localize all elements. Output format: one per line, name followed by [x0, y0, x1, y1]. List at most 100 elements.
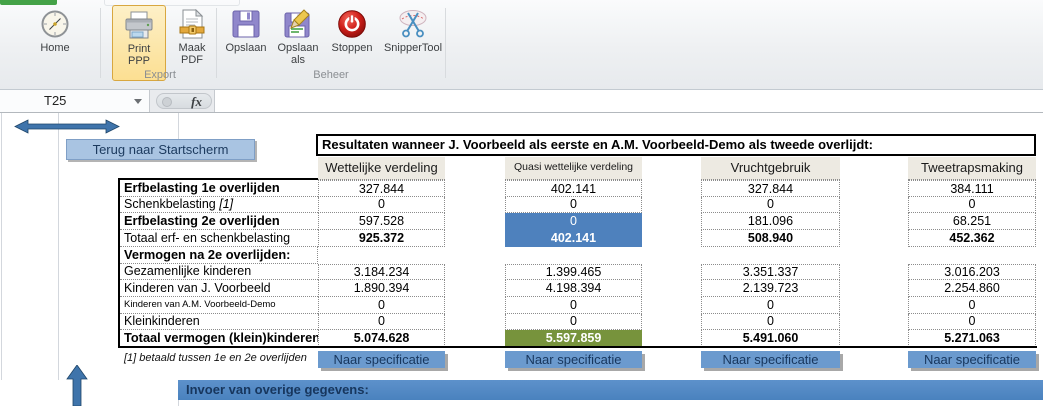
footnote-reference: [1] — [219, 197, 234, 211]
terug-naar-startscherm-button[interactable]: Terug naar Startscherm — [66, 139, 255, 160]
print-ppp-button-label: Print PPP — [127, 43, 151, 67]
row-label: Vermogen na 2e overlijden: — [120, 247, 318, 264]
row-label: Kinderen van J. Voorbeeld — [120, 280, 318, 297]
gridline — [178, 113, 179, 139]
row-label-text: Erfbelasting 2e overlijden — [124, 213, 280, 228]
row-label-text: Kinderen van J. Voorbeeld — [124, 281, 271, 295]
value-cell: 0 — [318, 197, 445, 213]
gridline — [58, 113, 59, 380]
value-cell: 0 — [505, 297, 642, 314]
name-box-dropdown-icon[interactable] — [134, 99, 142, 104]
value-cell: 0 — [701, 314, 840, 330]
cell-name-box[interactable]: T25 — [0, 90, 150, 112]
column-header-wettelijke-verdeling: Wettelijke verdeling — [318, 157, 445, 180]
value-cell: 1.890.394 — [318, 280, 445, 297]
naar-specificatie-button-4[interactable]: Naar specificatie — [908, 351, 1036, 368]
row-label: Kleinkinderen — [120, 314, 318, 330]
row-label: Gezamenlijke kinderen — [120, 264, 318, 280]
value-cell: 5.491.060 — [701, 330, 840, 347]
value-cell: 0 — [701, 297, 840, 314]
value-cell: 925.372 — [318, 230, 445, 247]
formula-input[interactable] — [214, 90, 1043, 112]
value-cell: 2.254.860 — [908, 280, 1036, 297]
value-cell: 0 — [505, 314, 642, 330]
row-label: Totaal erf- en schenkbelasting — [120, 230, 318, 247]
maak-pdf-button-label: Maak PDF — [178, 42, 206, 66]
column-header-vruchtgebruik: Vruchtgebruik — [701, 157, 840, 180]
vertical-resize-arrow-icon[interactable] — [66, 365, 88, 406]
row-label: Erfbelasting 2e overlijden — [120, 213, 318, 230]
worksheet: Terug naar Startscherm Resultaten wannee… — [0, 113, 1043, 406]
naar-specificatie-button-1[interactable]: Naar specificatie — [318, 351, 445, 368]
power-stop-icon — [337, 8, 367, 40]
value-cell: 402.141 — [505, 180, 642, 197]
home-button-label: Home — [40, 42, 70, 54]
value-cell: 402.141 — [505, 230, 642, 247]
footnote: [1] betaald tussen 1e en 2e overlijden — [124, 352, 307, 364]
value-cell: 3.016.203 — [908, 264, 1036, 280]
value-cell: 327.844 — [701, 180, 840, 197]
formula-bar: T25 fx — [0, 90, 1043, 113]
naar-specificatie-button-3[interactable]: Naar specificatie — [701, 351, 840, 368]
value-cell: 181.096 — [701, 213, 840, 230]
column-header-quasi-wettelijke-verdeling: Quasi wettelijke verdeling — [505, 157, 642, 180]
ribbon-group-divider — [100, 8, 101, 78]
value-cell: 1.399.465 — [505, 264, 642, 280]
invoer-section-bar: Invoer van overige gegevens: — [178, 380, 1043, 400]
value-cell: 327.844 — [318, 180, 445, 197]
value-cell: 508.940 — [701, 230, 840, 247]
export-group-label: Export — [144, 69, 176, 81]
inactive-tab-remnant[interactable] — [104, 0, 240, 6]
opslaan-als-button-label: Opslaan als — [277, 42, 319, 66]
opslaan-als-button[interactable]: Opslaan als — [272, 5, 324, 66]
value-cell: 5.074.628 — [318, 330, 445, 347]
active-tab-remnant[interactable] — [0, 0, 57, 5]
fx-icon: fx — [191, 94, 202, 109]
row-label: Schenkbelasting [1] — [120, 197, 318, 213]
ribbon: Home Print PPP — [0, 0, 1043, 90]
cell-reference: T25 — [44, 93, 67, 108]
home-compass-icon — [40, 8, 70, 40]
value-cell: 0 — [505, 197, 642, 213]
print-ppp-button[interactable]: Print PPP — [112, 5, 166, 81]
value-cell: 0 — [318, 314, 445, 330]
results-table-title: Resultaten wanneer J. Voorbeeld als eers… — [316, 134, 1036, 156]
value-cell: 0 — [318, 297, 445, 314]
value-cell: 597.528 — [318, 213, 445, 230]
scissors-snip-icon — [398, 8, 428, 40]
save-as-floppy-pencil-icon — [283, 8, 313, 40]
value-cell: 0 — [908, 314, 1036, 330]
pdf-document-icon — [179, 8, 205, 40]
opslaan-button[interactable]: Opslaan — [220, 5, 272, 54]
value-cell: 5.271.063 — [908, 330, 1036, 347]
row-label: Totaal vermogen (klein)kinderen — [120, 330, 318, 347]
row-label: Kinderen van A.M. Voorbeeld-Demo — [120, 297, 318, 314]
home-button[interactable]: Home — [28, 5, 82, 54]
stoppen-button-label: Stoppen — [331, 42, 373, 54]
table-bottom-border — [119, 346, 1037, 348]
value-cell: 0 — [505, 213, 642, 230]
insert-function-dot-icon — [162, 97, 172, 107]
row-label-text: Totaal erf- en schenkbelasting — [124, 231, 291, 245]
row-label-text: Schenkbelasting — [124, 197, 216, 211]
maak-pdf-button[interactable]: Maak PDF — [168, 5, 216, 66]
value-cell: 452.362 — [908, 230, 1036, 247]
printer-icon — [123, 9, 155, 41]
horizontal-resize-arrow-icon[interactable] — [14, 119, 120, 134]
ribbon-group-divider — [445, 8, 446, 78]
opslaan-button-label: Opslaan — [225, 42, 267, 54]
naar-specificatie-button-2[interactable]: Naar specificatie — [505, 351, 642, 368]
row-label-text: Erfbelasting 1e overlijden — [124, 180, 280, 195]
insert-function-control[interactable]: fx — [156, 93, 212, 109]
row-label-text: Gezamenlijke kinderen — [124, 264, 252, 278]
value-cell: 0 — [701, 197, 840, 213]
stoppen-button[interactable]: Stoppen — [326, 5, 378, 54]
beheer-group-label: Beheer — [313, 69, 349, 81]
value-cell: 0 — [908, 197, 1036, 213]
gridline — [1, 113, 2, 380]
snippertool-button[interactable]: SnipperTool — [380, 5, 446, 54]
column-header-tweetrapsmaking: Tweetrapsmaking — [908, 157, 1036, 180]
value-cell: 0 — [908, 297, 1036, 314]
save-floppy-icon — [231, 8, 261, 40]
